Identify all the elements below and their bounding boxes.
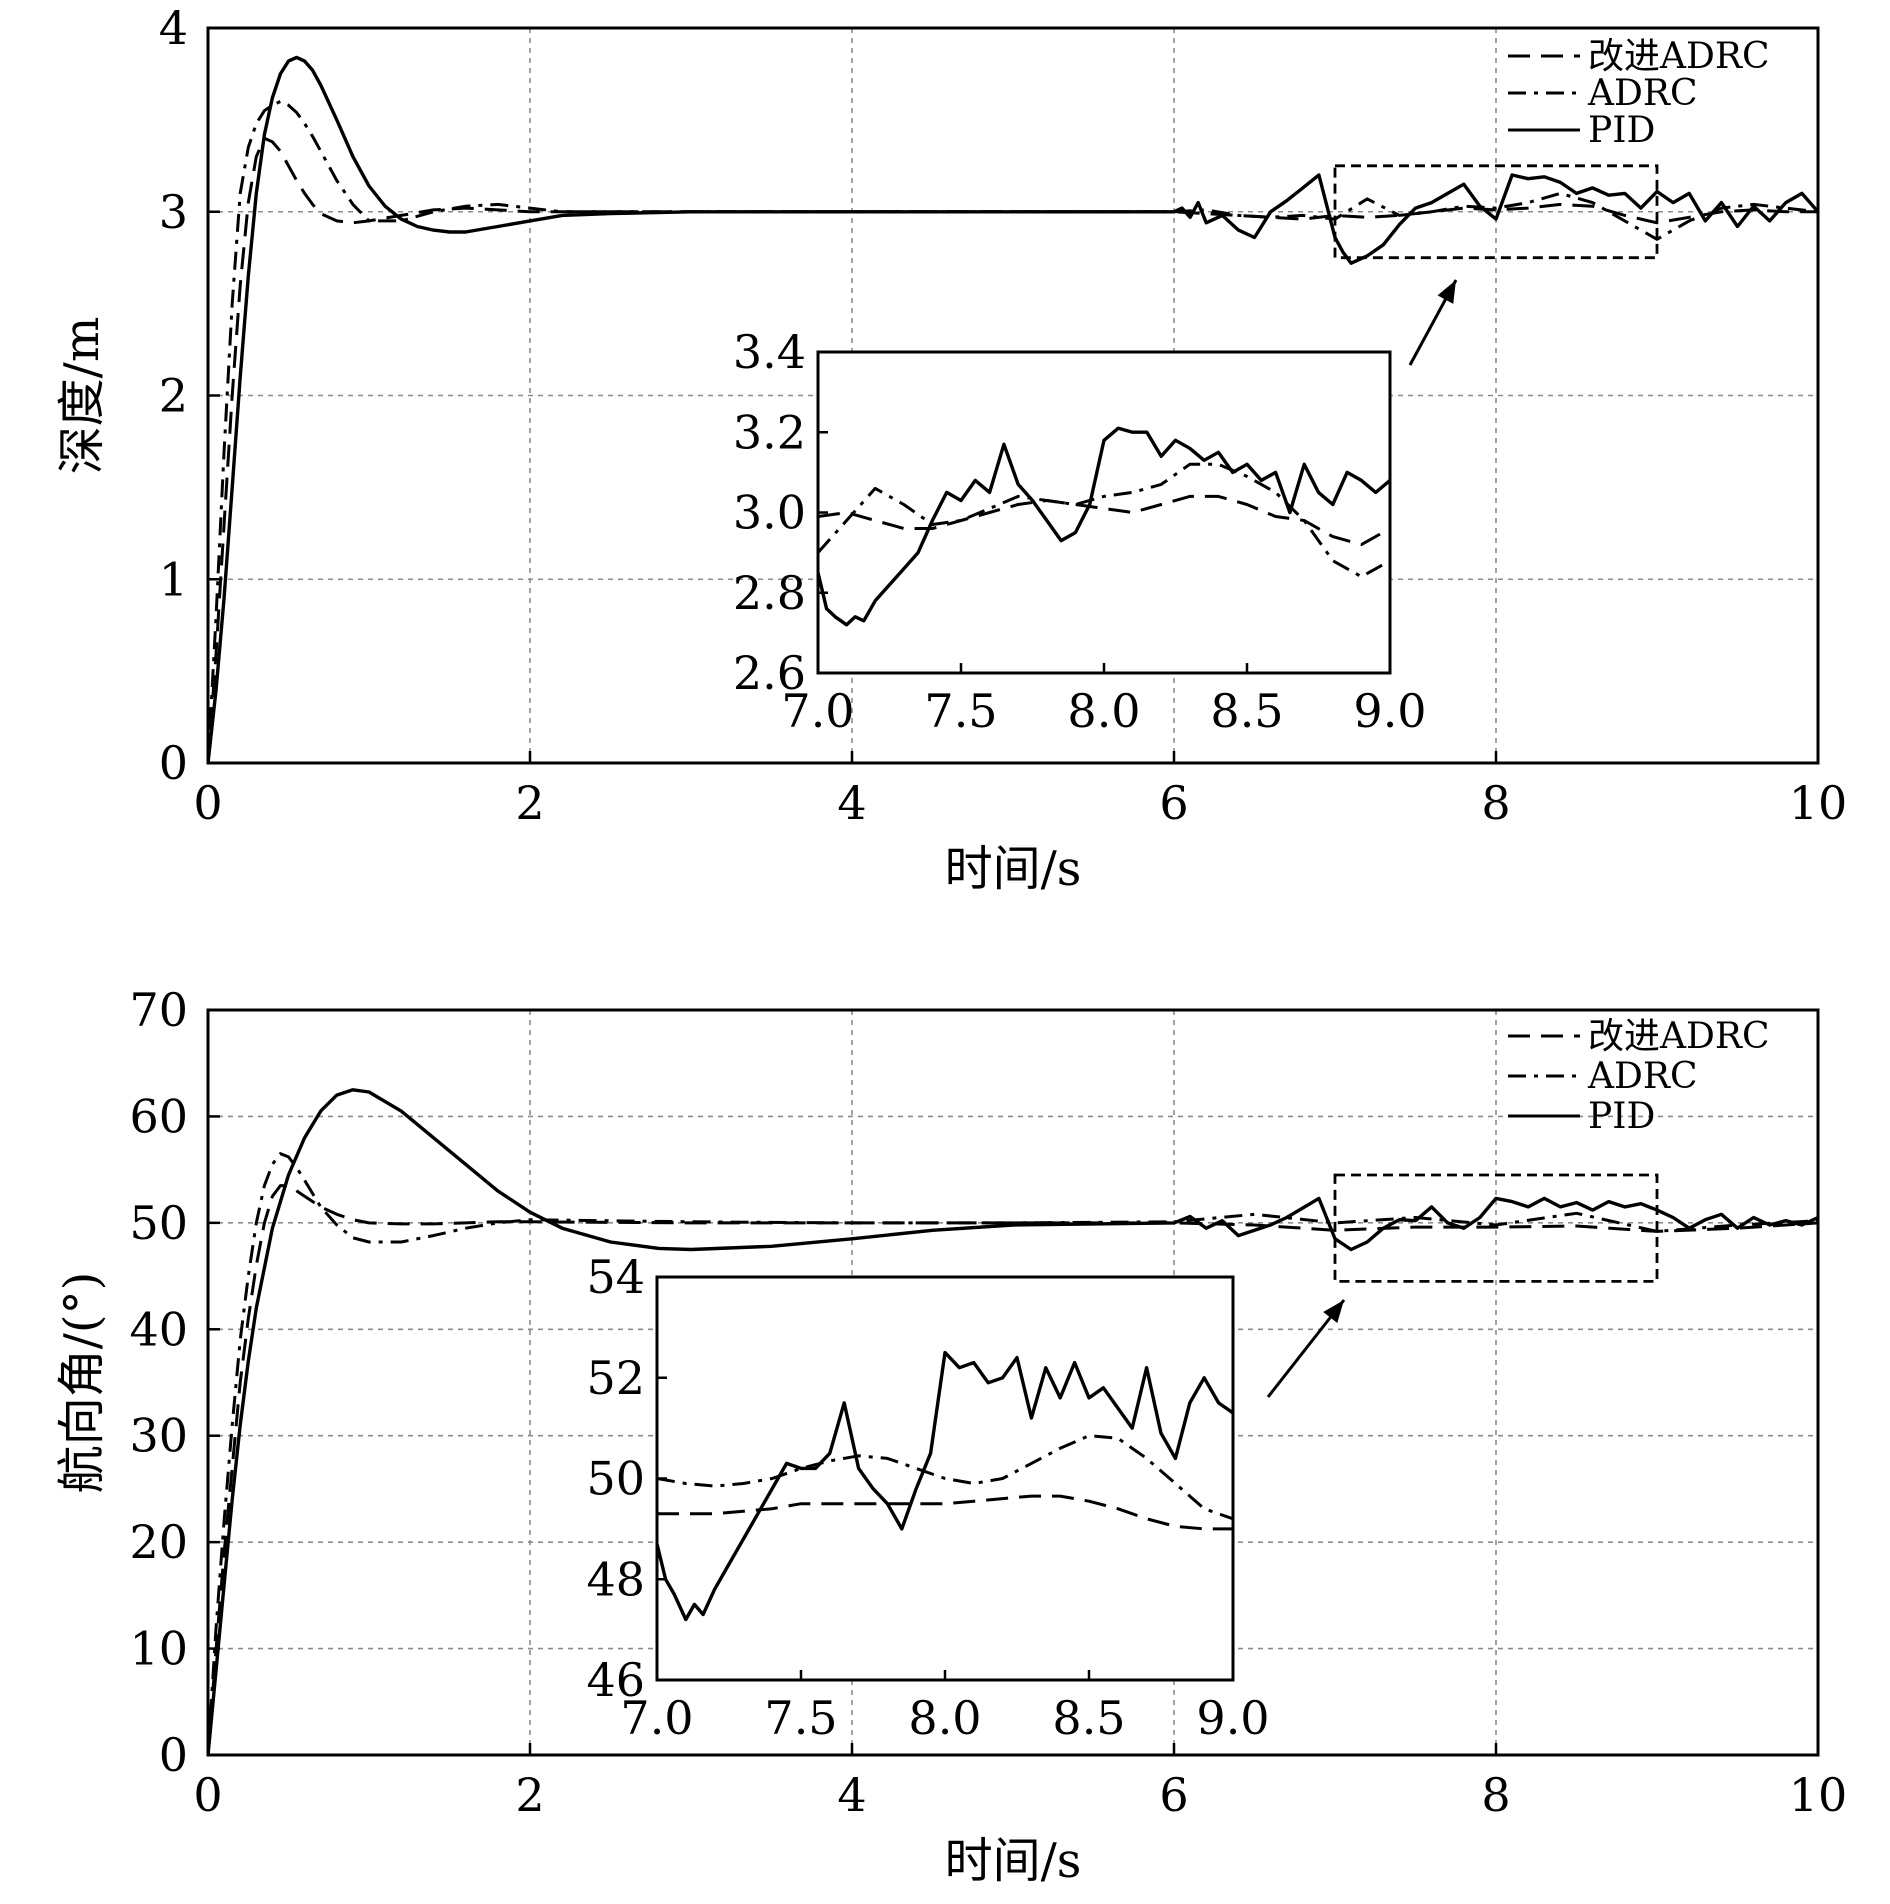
x-tick-label: 10 [1789,776,1848,830]
inset-x-tick-label: 8.5 [1052,1691,1125,1745]
y-tick-label: 0 [159,1728,188,1782]
inset-y-tick-label: 2.6 [733,646,806,700]
legend-label: 改进ADRC [1588,36,1770,77]
zoom-region-box [1333,1173,1659,1283]
zoom-arrow-head [1323,1300,1344,1324]
x-tick-label: 2 [515,1768,544,1822]
x-tick-label: 0 [193,1768,222,1822]
y-tick-label: 40 [129,1302,188,1356]
y-tick-label: 70 [129,983,188,1037]
inset-y-tick-label: 3.4 [733,325,806,379]
y-tick-label: 20 [129,1515,188,1569]
inset-y-tick-label: 3.2 [733,405,806,459]
y-tick-label: 0 [159,736,188,790]
inset: 7.0 7.5 8.0 8.5 9.0 2.6 2.8 3.0 3.2 3.4 [733,325,1427,738]
zoom-arrow-head [1437,280,1456,304]
legend-label: PID [1588,110,1655,151]
inset-series-line-ADRC [818,462,1390,579]
inset-y-tick-label: 52 [586,1351,645,1405]
plot-frame [206,1008,1820,1757]
inset-series-line-PID [657,1350,1233,1622]
chart-2: 0 2 4 6 8 10010203040506070时间/s航向角/(°)改进ADRCA… [54,983,1847,1889]
x-tick-label: 6 [1159,1768,1188,1822]
inset-x-tick-label: 8.0 [908,1691,981,1745]
inset-y-tick-label: 46 [586,1653,645,1707]
y-tick-label: 10 [129,1622,188,1676]
zoom-region-box [1333,164,1659,260]
y-tick-label: 50 [129,1196,188,1250]
inset-x-tick-label: 9.0 [1196,1691,1269,1745]
y-tick-label: 2 [159,369,188,423]
inset-series-line-改进ADRC [657,1494,1233,1531]
series-line-ADRC [208,1152,1818,1755]
inset: 7.0 7.5 8.0 8.5 9.0 46 48 50 52 54 [586,1250,1269,1745]
y-axis-title: 深度/m [54,317,110,475]
x-axis-title: 时间/s [945,841,1082,897]
inset-y-tick-label: 50 [586,1452,645,1506]
inset-x-tick-label: 7.5 [764,1691,837,1745]
y-tick-label: 30 [129,1409,188,1463]
y-tick-label: 60 [129,1089,188,1143]
inset-x-tick-label: 9.0 [1353,684,1426,738]
inset-y-tick-label: 2.8 [733,566,806,620]
inset-background [818,352,1390,673]
series-line-PID [208,55,1818,763]
x-tick-label: 4 [837,776,866,830]
legend-label: 改进ADRC [1588,1016,1770,1057]
inset-x-tick-label: 7.5 [924,684,997,738]
inset-y-tick-label: 48 [586,1552,645,1606]
x-tick-label: 8 [1481,1768,1510,1822]
y-axis-title: 航向角/(°) [54,1272,110,1494]
legend-label: PID [1588,1096,1655,1137]
series-line-PID [208,1088,1818,1755]
inset-series-line-ADRC [657,1434,1233,1521]
x-tick-label: 10 [1789,1768,1848,1822]
y-tick-label: 1 [159,552,188,606]
inset-x-tick-label: 8.0 [1067,684,1140,738]
x-tick-label: 0 [193,776,222,830]
legend-label: ADRC [1587,73,1698,114]
x-tick-label: 4 [837,1768,866,1822]
inset-x-tick-label: 7.0 [620,1691,693,1745]
inset-x-tick-label: 7.0 [781,684,854,738]
legend-label: ADRC [1587,1056,1698,1097]
inset-y-tick-label: 3.0 [733,486,806,540]
inset-y-tick-label: 54 [586,1250,645,1304]
x-axis-title: 时间/s [945,1833,1082,1889]
inset-x-tick-label: 8.5 [1210,684,1283,738]
x-tick-label: 6 [1159,776,1188,830]
y-tick-label: 4 [159,1,188,55]
x-tick-label: 2 [515,776,544,830]
x-tick-label: 8 [1481,776,1510,830]
inset-series-line-PID [818,426,1390,627]
y-tick-label: 3 [159,185,188,239]
series-line-改进ADRC [208,1184,1818,1755]
